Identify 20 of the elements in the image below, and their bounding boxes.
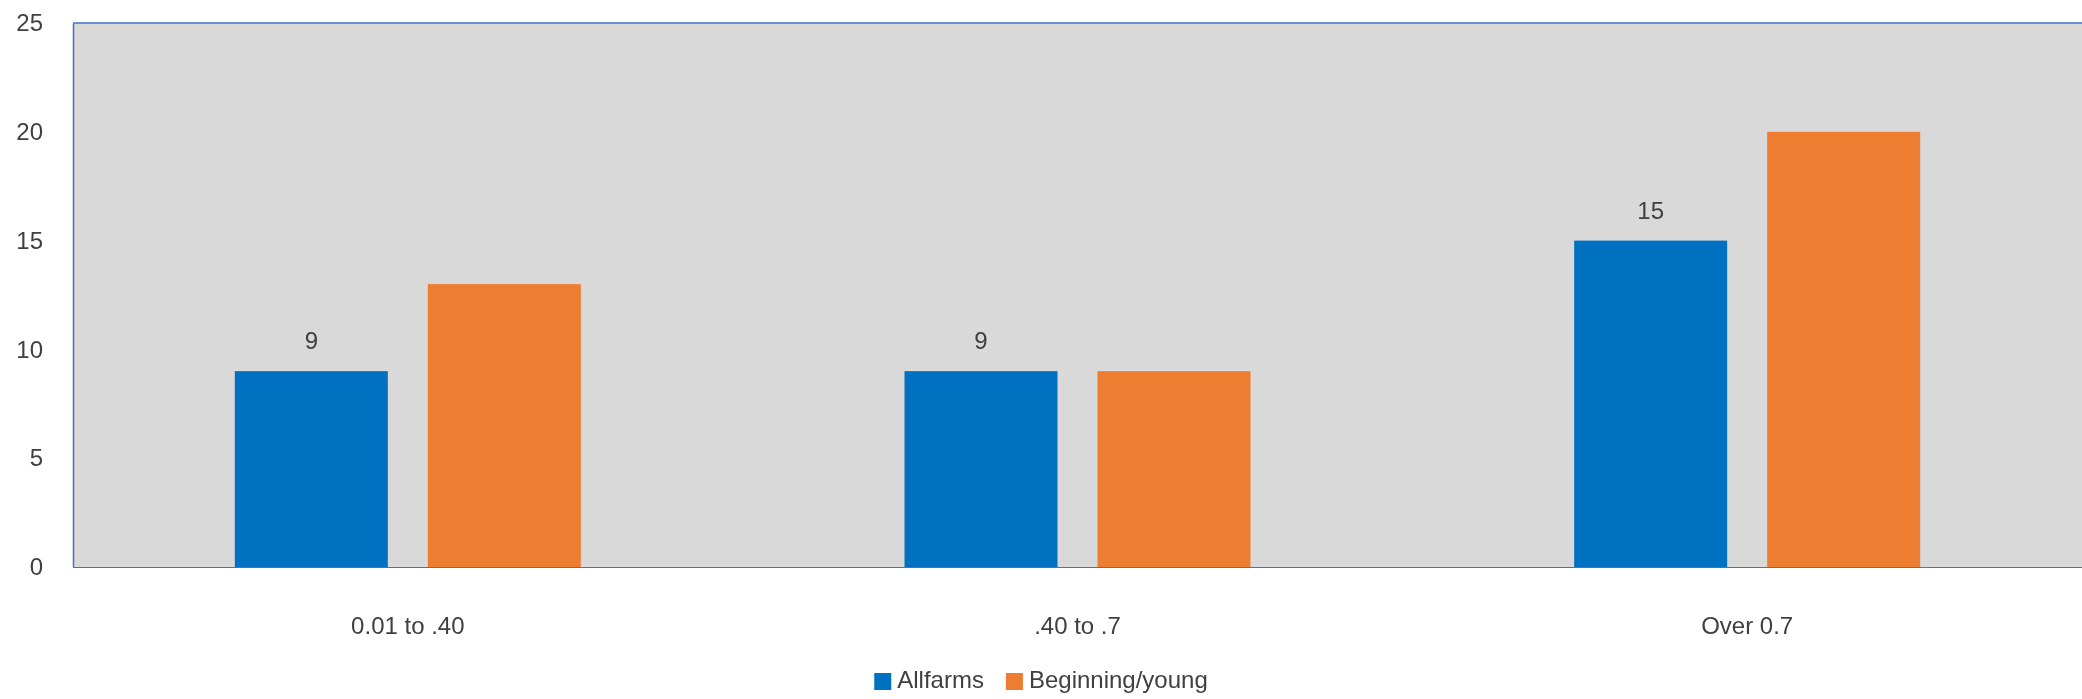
bar: [1574, 240, 1728, 567]
y-tick-label: 25: [16, 9, 43, 37]
legend-label: Allfarms: [897, 666, 984, 693]
x-tick-label: Over 0.7: [1701, 612, 1794, 640]
x-tick-label: 0.01 to .40: [351, 612, 465, 640]
data-label: 9: [304, 327, 319, 355]
y-tick-label: 15: [16, 226, 43, 254]
y-tick-label: 10: [16, 335, 43, 363]
bar: [904, 371, 1058, 567]
data-label: 9: [974, 327, 988, 355]
y-tick-label: 5: [29, 444, 43, 472]
bar: [1767, 131, 1921, 567]
y-tick-label: 0: [29, 553, 43, 581]
y-tick-label: 20: [16, 117, 43, 145]
x-tick-label: .40 to .7: [1034, 612, 1121, 640]
bar: [1097, 371, 1251, 567]
legend-label: Beginning/young: [1028, 666, 1208, 693]
bar: [234, 371, 388, 567]
data-label: 15: [1637, 196, 1665, 224]
bar: [427, 284, 581, 567]
